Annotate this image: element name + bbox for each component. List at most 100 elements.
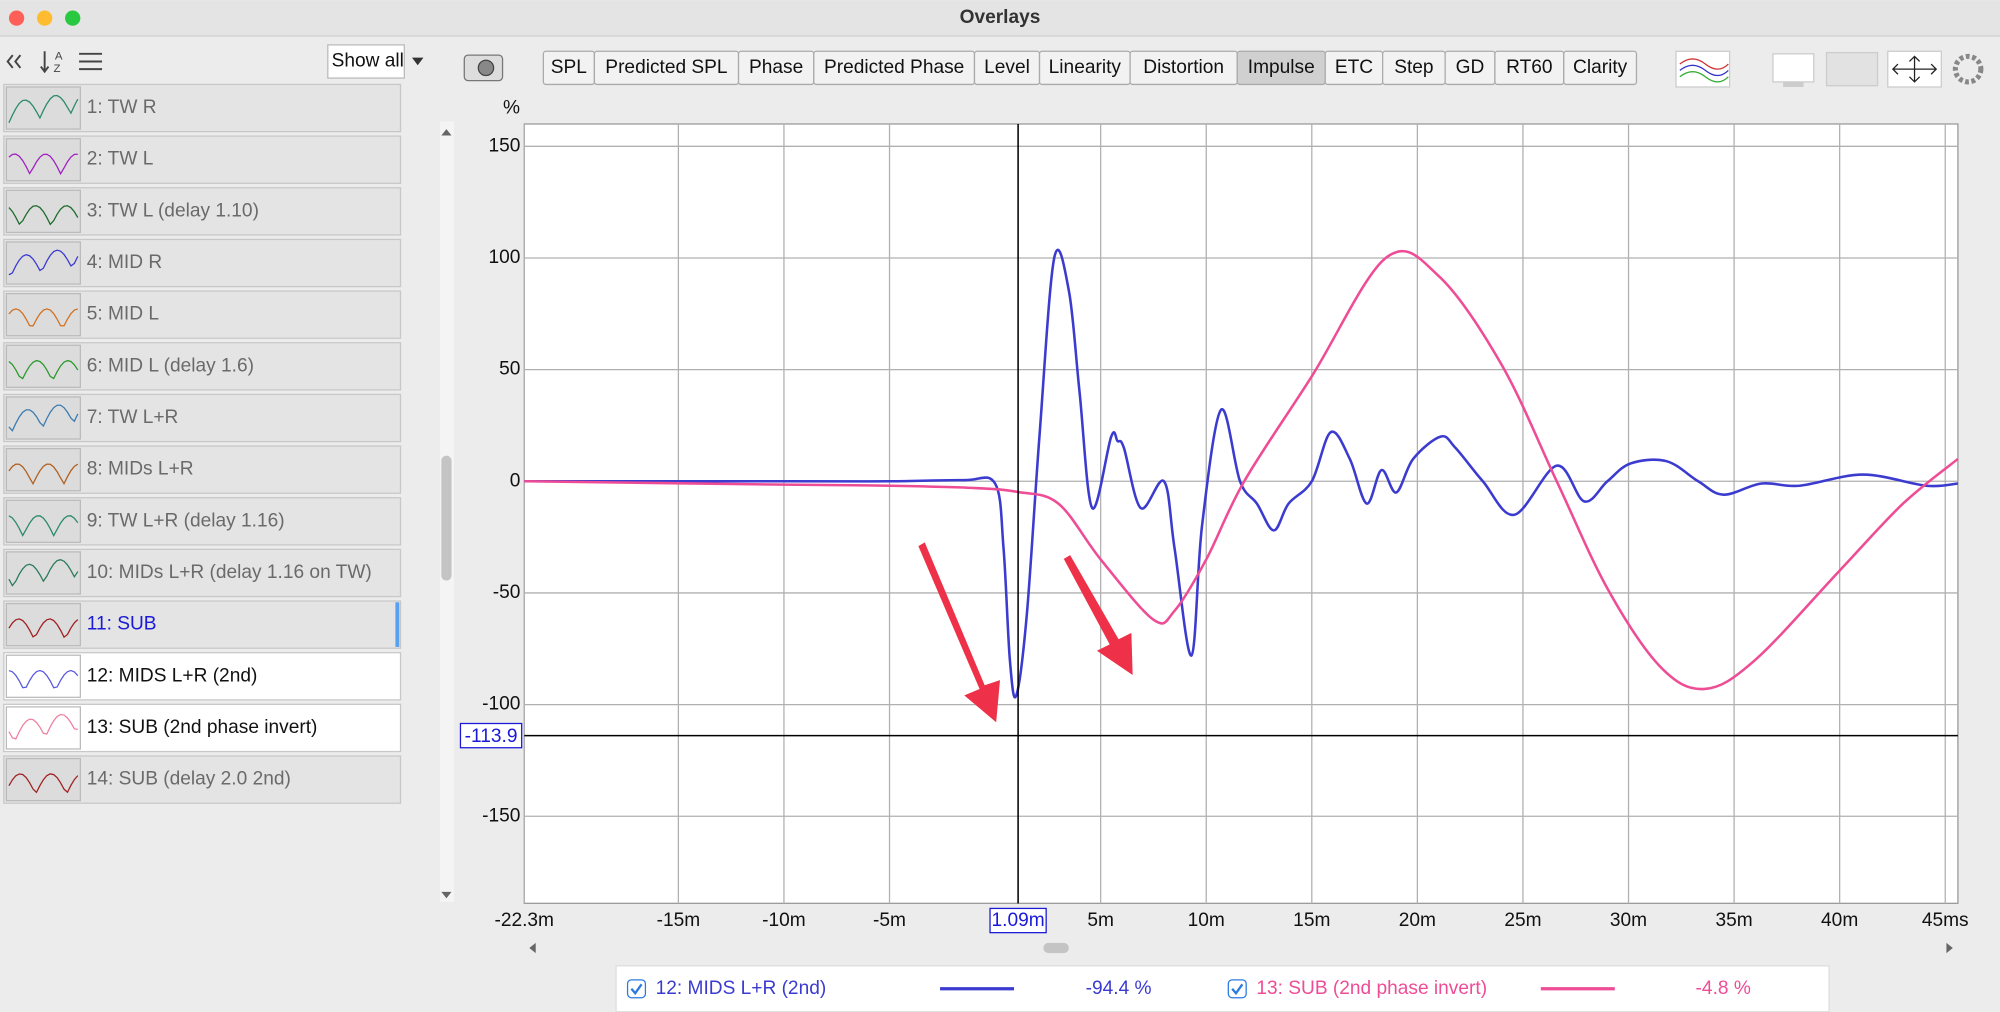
thumbnail-trace xyxy=(8,669,79,689)
tab-label[interactable]: GD xyxy=(1456,57,1485,78)
legend-check xyxy=(1231,983,1244,996)
selected-marker xyxy=(395,602,400,647)
title-bar xyxy=(0,0,2000,36)
tab-label[interactable]: Impulse xyxy=(1248,57,1315,78)
item-thumbnail xyxy=(5,86,81,130)
thumbnail-trace xyxy=(8,94,79,123)
thumbnail-trace xyxy=(8,153,78,176)
x-tick-label: 40m xyxy=(1821,910,1858,931)
legend: 12: MIDS L+R (2nd) -94.4 % 13: SUB (2nd ph… xyxy=(626,978,1751,999)
show-all[interactable]: Show all xyxy=(332,51,404,72)
x-tick-label: -5m xyxy=(873,910,906,931)
tab[interactable] xyxy=(1563,50,1638,86)
thumbnail-trace xyxy=(8,463,79,486)
close-button[interactable] xyxy=(8,10,25,26)
menu-icon[interactable] xyxy=(79,52,103,71)
legend-readout: -94.4 % xyxy=(1086,978,1152,999)
tab-label[interactable]: Step xyxy=(1394,57,1433,78)
sidebar-item-label: 8: MIDs L+R xyxy=(87,459,194,480)
y-tick-label: 150 xyxy=(488,135,520,156)
sidebar-item-label: 4: MID R xyxy=(87,252,162,273)
collapse-icon[interactable] xyxy=(6,54,22,69)
minimize-button[interactable] xyxy=(36,10,53,26)
item-thumbnail xyxy=(5,447,81,492)
limits-icon-base xyxy=(1783,81,1804,87)
tab-label[interactable]: Predicted SPL xyxy=(605,57,727,78)
sort-z: Z xyxy=(54,63,61,75)
legend-name: 12: MIDS L+R (2nd) xyxy=(656,978,827,999)
y-tick-label: 50 xyxy=(499,359,520,380)
annotation-arrow xyxy=(1063,555,1133,676)
sidebar-item-label: 6: MID L (delay 1.6) xyxy=(87,355,254,376)
x-tick-label: -22.3m xyxy=(494,910,554,931)
item-thumbnail xyxy=(5,396,81,440)
sidebar-item-label: 7: TW L+R xyxy=(87,407,179,428)
item-thumbnail xyxy=(5,602,81,647)
item-thumbnail xyxy=(5,551,81,595)
x-tick-label: 35m xyxy=(1715,910,1752,931)
tab-label[interactable]: Distortion xyxy=(1143,57,1224,78)
legend-box xyxy=(615,965,1830,1012)
tab-label[interactable]: RT60 xyxy=(1506,57,1552,78)
sidebar-scroll-thumb[interactable] xyxy=(441,455,452,581)
limits-icon[interactable] xyxy=(1772,53,1815,83)
tab-label[interactable]: SPL xyxy=(551,57,587,78)
graph-layout-icon[interactable] xyxy=(1825,51,1879,87)
item-thumbnail xyxy=(5,241,81,285)
tab-label[interactable]: Clarity xyxy=(1573,57,1628,78)
h-scroll-thumb[interactable] xyxy=(1043,942,1069,954)
series-line xyxy=(524,248,1959,699)
settings-icon[interactable] xyxy=(1952,53,1984,85)
sidebar-item-label: 12: MIDS L+R (2nd) xyxy=(87,665,258,686)
cursor-x-box xyxy=(989,907,1047,934)
thumbnail-trace xyxy=(8,308,79,327)
y-tick-label: -100 xyxy=(482,694,520,715)
thumbnail-trace xyxy=(8,515,79,537)
annotation-arrow xyxy=(918,542,1000,723)
plot-area xyxy=(523,123,1959,904)
sidebar-item-label: 14: SUB (delay 2.0 2nd) xyxy=(87,769,291,790)
tab-label[interactable]: ETC xyxy=(1335,57,1373,78)
sidebar-item-label: 1: TW R xyxy=(87,97,157,118)
icon-wave-blue xyxy=(1679,64,1729,77)
sidebar-icons xyxy=(6,51,103,74)
legend-checkbox[interactable] xyxy=(626,979,647,999)
y-tick-label: 100 xyxy=(488,247,520,268)
show-all-box[interactable] xyxy=(327,44,405,79)
legend-check xyxy=(630,983,643,996)
thumbnail-trace xyxy=(8,359,79,380)
legend-readout: -4.8 % xyxy=(1696,978,1751,999)
x-tick-label: -15m xyxy=(657,910,701,931)
sort-icon[interactable] xyxy=(40,51,50,74)
tab-label[interactable]: Level xyxy=(984,57,1030,78)
tab-label[interactable]: Linearity xyxy=(1049,57,1122,78)
item-thumbnail xyxy=(5,654,81,698)
thumbnail-trace xyxy=(8,404,79,432)
item-thumbnail xyxy=(5,344,81,389)
x-tick-label: 20m xyxy=(1399,910,1436,931)
zoom-button[interactable] xyxy=(65,10,81,26)
sort-a: A xyxy=(55,50,63,62)
sidebar-item-label: 3: TW L (delay 1.10) xyxy=(87,200,259,221)
tab-label[interactable]: Predicted Phase xyxy=(824,57,964,78)
y-tick-label: 0 xyxy=(510,470,521,491)
series-line xyxy=(524,249,1959,691)
window-title: Overlays xyxy=(960,7,1041,28)
sidebar-item-label: 9: TW L+R (delay 1.16) xyxy=(87,510,285,531)
item-thumbnail xyxy=(5,499,81,543)
thumbnail-trace xyxy=(8,773,79,794)
legend-checkbox[interactable] xyxy=(1227,979,1247,999)
dropdown-arrow[interactable] xyxy=(411,57,424,66)
tab-label[interactable]: Phase xyxy=(749,57,803,78)
y-unit: % xyxy=(503,98,520,119)
x-tick-label: -10m xyxy=(762,910,806,931)
legend-name: 13: SUB (2nd phase invert) xyxy=(1256,978,1487,999)
thumbnail-trace xyxy=(8,205,79,226)
y-tick-label: -50 xyxy=(493,582,521,603)
icon-wave-green xyxy=(1679,71,1729,83)
thumbnail-trace xyxy=(8,249,79,276)
x-tick-label: 45ms xyxy=(1922,910,1969,931)
item-thumbnail xyxy=(5,138,81,182)
zoom-fit-arrows xyxy=(1891,55,1938,83)
